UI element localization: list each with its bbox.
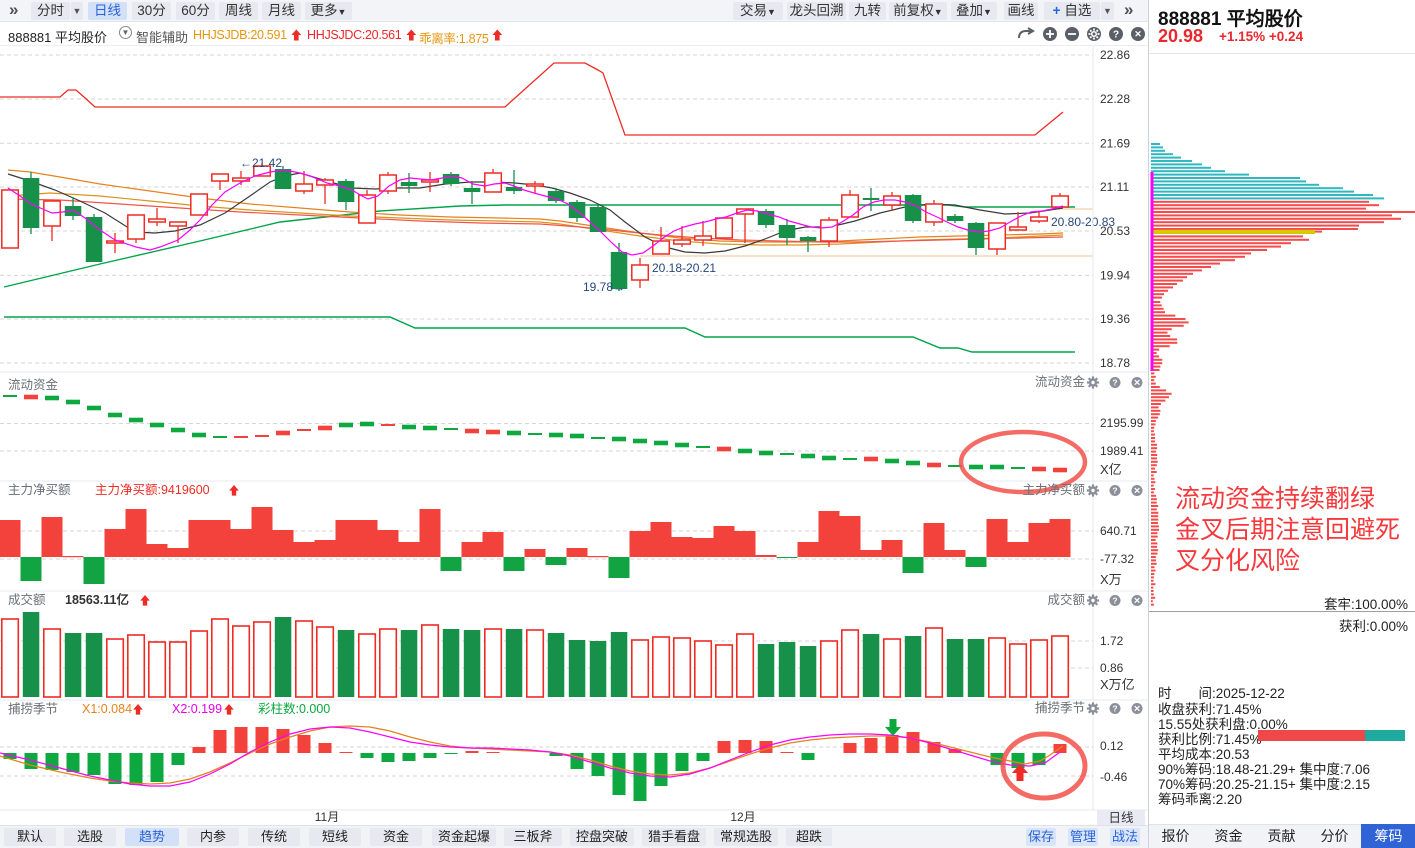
svg-text:2195.99: 2195.99 <box>1100 416 1144 430</box>
svg-text:0.86: 0.86 <box>1100 661 1124 675</box>
svg-text:19.94: 19.94 <box>1100 268 1130 282</box>
svg-text:✕: ✕ <box>1133 596 1140 606</box>
svg-text:捕捞季节: 捕捞季节 <box>8 701 58 716</box>
svg-text:主力净买额: 主力净买额 <box>8 483 71 497</box>
svg-text:主力净买额:9419600: 主力净买额:9419600 <box>95 483 210 497</box>
svg-text:捕捞季节: 捕捞季节 <box>1035 700 1085 715</box>
svg-text:20.18-20.21: 20.18-20.21 <box>652 261 716 275</box>
svg-text:?: ? <box>1112 378 1117 388</box>
svg-text:20.80-20.83: 20.80-20.83 <box>1051 215 1115 229</box>
svg-text:1989.41: 1989.41 <box>1100 444 1144 458</box>
svg-text:22.28: 22.28 <box>1100 92 1130 106</box>
svg-text:12月: 12月 <box>730 810 755 824</box>
svg-text:成交额: 成交额 <box>8 592 46 607</box>
svg-text:22.86: 22.86 <box>1100 48 1130 62</box>
svg-text:X2:0.199: X2:0.199 <box>172 702 222 716</box>
svg-text:✕: ✕ <box>1133 486 1140 496</box>
svg-text:640.71: 640.71 <box>1100 524 1137 538</box>
svg-text:流动资金: 流动资金 <box>8 377 59 392</box>
svg-text:X亿: X亿 <box>1100 462 1122 477</box>
svg-text:19.36: 19.36 <box>1100 312 1130 326</box>
svg-text:流动资金: 流动资金 <box>1035 374 1086 389</box>
svg-text:X1:0.084: X1:0.084 <box>82 702 132 716</box>
svg-text:X万: X万 <box>1100 572 1122 587</box>
svg-text:21.69: 21.69 <box>1100 136 1130 150</box>
svg-text:✕: ✕ <box>1133 704 1140 714</box>
svg-text:✕: ✕ <box>1134 29 1142 39</box>
svg-text:?: ? <box>1113 30 1119 41</box>
svg-text:成交额: 成交额 <box>1047 592 1085 607</box>
svg-text:20.53: 20.53 <box>1100 224 1130 238</box>
svg-text:19.78→: 19.78→ <box>583 280 625 294</box>
svg-text:✕: ✕ <box>1133 378 1140 388</box>
svg-text:11月: 11月 <box>315 810 339 824</box>
svg-text:彩柱数:0.000: 彩柱数:0.000 <box>258 701 330 716</box>
svg-text:0.12: 0.12 <box>1100 739 1124 753</box>
svg-text:←21.42: ←21.42 <box>240 156 282 170</box>
svg-text:X万亿: X万亿 <box>1100 677 1135 692</box>
svg-text:18.78: 18.78 <box>1100 356 1130 370</box>
svg-text:21.11: 21.11 <box>1100 180 1129 194</box>
svg-text:?: ? <box>1112 486 1117 496</box>
svg-text:-77.32: -77.32 <box>1100 552 1134 566</box>
svg-text:主力净买额: 主力净买额 <box>1022 483 1085 497</box>
svg-text:18563.11亿: 18563.11亿 <box>65 592 129 607</box>
svg-text:?: ? <box>1112 596 1117 606</box>
svg-text:日线: 日线 <box>1108 811 1134 825</box>
svg-text:?: ? <box>1112 704 1117 714</box>
svg-text:1.72: 1.72 <box>1100 634 1124 648</box>
svg-text:-0.46: -0.46 <box>1100 770 1128 784</box>
